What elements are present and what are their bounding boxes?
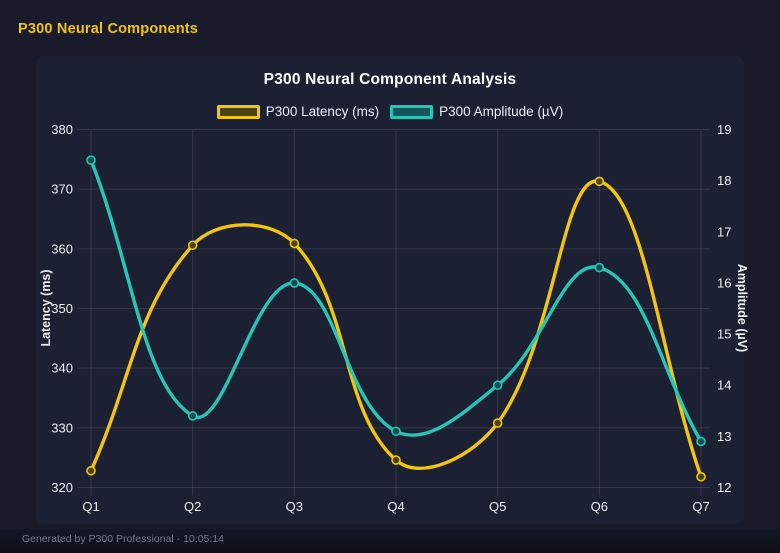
svg-text:Q2: Q2: [184, 499, 201, 514]
svg-text:330: 330: [51, 420, 73, 435]
amplitude-swatch-icon: [390, 104, 434, 119]
legend-label-latency: P300 Latency (ms): [265, 104, 380, 119]
page-title: P300 Neural Components: [18, 21, 199, 37]
legend-label-amplitude: P300 Amplitude (µV): [439, 104, 564, 119]
svg-text:Q7: Q7: [692, 499, 709, 514]
legend-item-amplitude[interactable]: P300 Amplitude (µV): [390, 104, 563, 119]
svg-text:350: 350: [51, 301, 73, 316]
svg-text:340: 340: [51, 361, 73, 376]
svg-text:12: 12: [717, 480, 731, 495]
legend-item-latency[interactable]: P300 Latency (ms): [216, 104, 380, 119]
svg-text:Q1: Q1: [82, 499, 99, 514]
svg-text:19: 19: [717, 122, 731, 137]
svg-text:14: 14: [717, 378, 731, 393]
svg-text:320: 320: [51, 480, 73, 495]
svg-text:18: 18: [717, 173, 731, 188]
svg-text:Q3: Q3: [286, 499, 303, 514]
svg-text:16: 16: [717, 275, 731, 290]
svg-text:Q6: Q6: [591, 499, 608, 514]
svg-text:13: 13: [717, 429, 731, 444]
chart-legend: P300 Latency (ms) P300 Amplitude (µV): [0, 104, 780, 119]
footer-bar: Generated by P300 Professional - 10:05:1…: [0, 529, 780, 553]
chart-card: [36, 56, 744, 524]
footer-text: Generated by P300 Professional - 10:05:1…: [22, 533, 224, 545]
svg-text:380: 380: [51, 122, 73, 137]
svg-text:15: 15: [717, 327, 731, 342]
svg-text:Q4: Q4: [387, 499, 404, 514]
chart-title: P300 Neural Component Analysis: [263, 71, 517, 88]
svg-text:Q5: Q5: [489, 499, 506, 514]
svg-text:17: 17: [717, 224, 731, 239]
svg-text:370: 370: [51, 182, 73, 197]
latency-swatch-icon: [216, 104, 260, 119]
svg-text:360: 360: [51, 241, 73, 256]
